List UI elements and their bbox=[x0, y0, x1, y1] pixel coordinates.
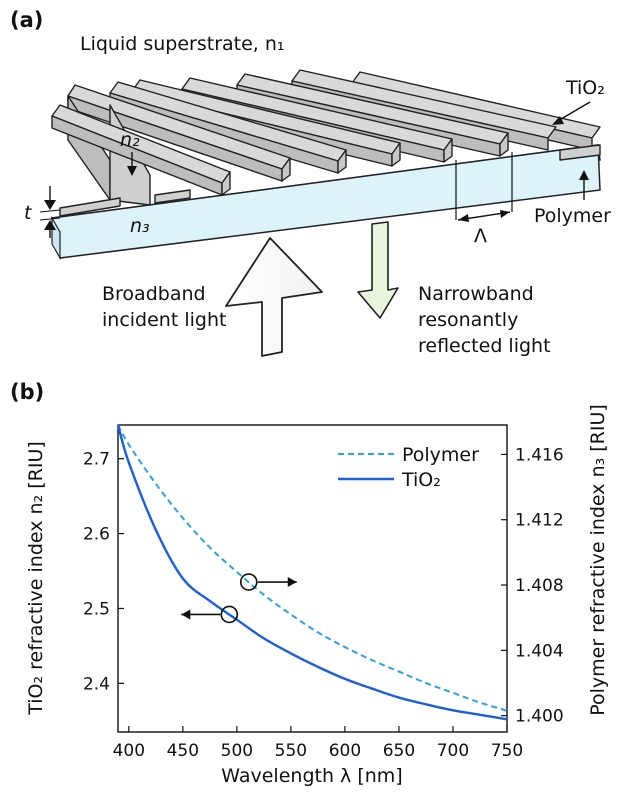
incident-label-line1: Broadband bbox=[102, 283, 206, 305]
panel-b-label: (b) bbox=[10, 380, 45, 404]
y-axis-right-label: Polymer refractive index n₃ [RIU] bbox=[587, 404, 609, 716]
plot-frame bbox=[117, 424, 508, 733]
x-tick-label: 550 bbox=[275, 741, 307, 761]
reflected-light-arrow bbox=[357, 221, 399, 319]
polymer-label: Polymer bbox=[534, 205, 611, 227]
x-tick-label: 500 bbox=[221, 741, 253, 761]
ridge bbox=[109, 81, 347, 174]
legend: Polymer TiO₂ bbox=[338, 444, 479, 491]
reflected-label-line2: resonantly bbox=[418, 309, 519, 331]
x-tick-label: 450 bbox=[167, 741, 199, 761]
x-axis-label: Wavelength λ [nm] bbox=[221, 765, 402, 787]
axis-marker-arrowhead bbox=[181, 609, 191, 620]
y-right-tick-label: 1.412 bbox=[515, 511, 564, 531]
y-right-tick-label: 1.408 bbox=[515, 576, 564, 596]
y-right-tick-label: 1.404 bbox=[515, 641, 564, 661]
x-tick-label: 400 bbox=[113, 741, 145, 761]
n3-label: n₃ bbox=[130, 215, 150, 237]
period-label: Λ bbox=[474, 225, 487, 247]
y-right-tick-label: 1.416 bbox=[515, 445, 564, 465]
y-left-tick-label: 2.7 bbox=[83, 450, 110, 470]
n2-label: n₂ bbox=[120, 129, 140, 151]
y-right-tick-label: 1.400 bbox=[515, 707, 564, 727]
grating-diagram bbox=[39, 69, 601, 357]
panel-a-label: (a) bbox=[10, 8, 44, 32]
incident-label-line2: incident light bbox=[102, 309, 227, 331]
tio2-label: TiO₂ bbox=[566, 77, 605, 99]
x-tick-label: 650 bbox=[383, 741, 415, 761]
series-line-polymer bbox=[117, 424, 508, 712]
grating-ridges bbox=[51, 69, 601, 217]
axis-marker-circle bbox=[239, 573, 258, 591]
y-left-tick-label: 2.5 bbox=[83, 599, 110, 619]
x-tick-label: 600 bbox=[329, 741, 361, 761]
reflected-label-line1: Narrowband bbox=[418, 283, 534, 305]
series-line-tio2 bbox=[116, 424, 508, 721]
x-tick-label: 750 bbox=[491, 741, 523, 761]
y-axis-left-label: TiO₂ refractive index n₂ [RIU] bbox=[25, 441, 47, 716]
ridge bbox=[67, 84, 291, 182]
y-left-tick-label: 2.6 bbox=[83, 525, 110, 545]
axis-marker-circle bbox=[220, 605, 239, 624]
t-label: t bbox=[24, 202, 32, 224]
reflected-label-line3: reflected light bbox=[418, 335, 551, 357]
legend-tio2-label: TiO₂ bbox=[401, 469, 441, 491]
superstrate-label: Liquid superstrate, n₁ bbox=[80, 33, 285, 55]
legend-polymer-label: Polymer bbox=[402, 444, 479, 466]
x-tick-label: 700 bbox=[437, 741, 469, 761]
axis-marker-arrowhead bbox=[287, 577, 297, 588]
ridge bbox=[51, 104, 231, 196]
incident-light-arrow bbox=[225, 237, 323, 357]
y-left-tick-label: 2.4 bbox=[83, 674, 110, 694]
